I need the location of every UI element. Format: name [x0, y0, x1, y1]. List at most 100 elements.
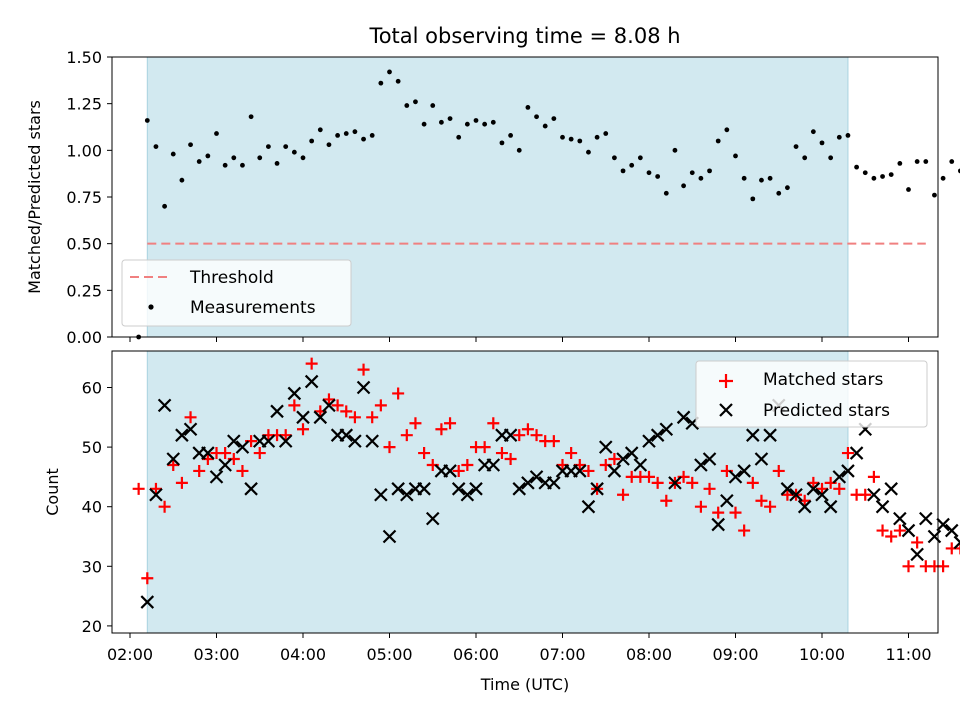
measurement-point: [430, 103, 436, 108]
measurement-point: [378, 80, 384, 86]
bottom-xtick-label: 11:00: [885, 645, 931, 664]
matched-star-point: [660, 494, 673, 507]
predicted-star-point: [746, 428, 760, 442]
bottom-ytick-label: 50: [82, 438, 102, 457]
matched-star-point: [487, 417, 500, 430]
predicted-star-point: [694, 458, 708, 472]
matched-star-point: [582, 464, 595, 477]
predicted-star-point: [720, 493, 734, 508]
predicted-star-point: [875, 499, 890, 514]
measurement-point: [326, 142, 332, 148]
measurement-point: [473, 118, 479, 123]
measurement-point: [923, 159, 929, 164]
measurement-point: [854, 164, 859, 170]
matched-star-point: [703, 482, 716, 495]
measurement-point: [317, 127, 323, 133]
bottom-ytick-label: 20: [82, 617, 102, 636]
predicted-star-point: [486, 458, 501, 472]
predicted-star-point: [425, 511, 440, 526]
measurement-point: [637, 155, 643, 161]
matched-star-point: [504, 453, 517, 466]
measurement-point: [464, 121, 470, 127]
measurement-point: [490, 119, 496, 125]
measurement-point: [612, 155, 617, 161]
bottom-xtick-label: 09:00: [712, 645, 758, 664]
measurement-point: [603, 131, 609, 136]
measurement-point: [785, 185, 790, 191]
measurement-point: [274, 161, 280, 166]
predicted-star-point: [832, 470, 847, 484]
predicted-star-point: [244, 482, 258, 496]
bottom-x-axis: 02:00 03:00 04:00 05:00 06:00 07:00 08:00 09:00…: [107, 633, 932, 664]
matched-star-point: [461, 458, 474, 471]
legend-matched-label: Matched stars: [763, 370, 883, 390]
predicted-star-point: [529, 470, 544, 484]
predicted-star-point: [867, 488, 881, 502]
predicted-star-point: [270, 404, 284, 419]
matched-star-point: [729, 506, 742, 519]
measurement-point: [759, 177, 764, 183]
matched-star-point: [738, 524, 751, 537]
matched-stars-points: [132, 357, 960, 585]
legend-measurements-label: Measurements: [190, 298, 316, 318]
predicted-star-point: [469, 482, 483, 496]
measurement-point: [447, 116, 453, 121]
matched-star-point: [297, 423, 309, 436]
predicted-star-point: [547, 476, 561, 490]
measurement-point: [767, 175, 773, 181]
matched-star-point: [902, 560, 915, 573]
matched-star-point: [418, 447, 431, 460]
predicted-star-point: [581, 499, 596, 514]
matched-star-point: [565, 447, 578, 460]
matched-star-point: [357, 363, 370, 376]
measurement-point: [352, 129, 358, 135]
predicted-star-point: [149, 488, 163, 502]
measurement-point: [940, 175, 946, 181]
predicted-star-point: [806, 482, 821, 496]
matched-star-point: [184, 411, 197, 424]
predicted-star-point: [676, 410, 691, 425]
matched-star-point: [132, 482, 145, 495]
measurement-point: [586, 149, 591, 155]
matched-star-point: [141, 572, 154, 585]
predicted-star-point: [616, 452, 630, 466]
predicted-star-point: [460, 488, 475, 502]
predicted-star-point: [400, 488, 414, 502]
predicted-star-point: [374, 488, 388, 502]
bottom-ylabel: Count: [43, 468, 62, 516]
predicted-star-point: [339, 428, 354, 442]
measurement-point: [153, 144, 159, 150]
predicted-star-point: [953, 535, 960, 550]
measurement-point: [914, 159, 920, 164]
predicted-star-point: [417, 482, 431, 496]
matched-star-point: [409, 417, 422, 430]
predicted-star-point: [235, 440, 250, 454]
predicted-star-point: [183, 422, 198, 436]
measurement-point: [482, 121, 488, 127]
matched-star-point: [694, 500, 707, 513]
predicted-star-point: [624, 446, 639, 460]
bottom-ytick-label: 30: [82, 557, 102, 576]
predicted-star-point: [521, 476, 535, 490]
predicted-star-point: [365, 434, 379, 448]
top-legend: Threshold Measurements: [121, 259, 352, 327]
measurement-point: [715, 138, 721, 144]
matched-star-point: [236, 464, 249, 477]
predicted-star-point: [944, 523, 959, 538]
matched-star-point: [530, 429, 543, 442]
measurement-point: [932, 192, 937, 198]
matched-star-point: [859, 488, 872, 501]
matched-star-point: [392, 387, 405, 400]
measurement-point: [750, 196, 756, 202]
matched-star-point: [547, 435, 560, 448]
bottom-ytick-label: 40: [82, 498, 102, 517]
matched-star-point: [288, 399, 301, 412]
measurement-point: [283, 144, 289, 150]
top-ytick-label: 1.00: [66, 141, 102, 160]
measurement-point: [205, 153, 211, 159]
bottom-xtick-label: 04:00: [280, 645, 326, 664]
bottom-plot-frame: [111, 350, 939, 634]
top-ytick-label: 0.75: [66, 188, 102, 207]
measurement-point: [144, 118, 150, 123]
